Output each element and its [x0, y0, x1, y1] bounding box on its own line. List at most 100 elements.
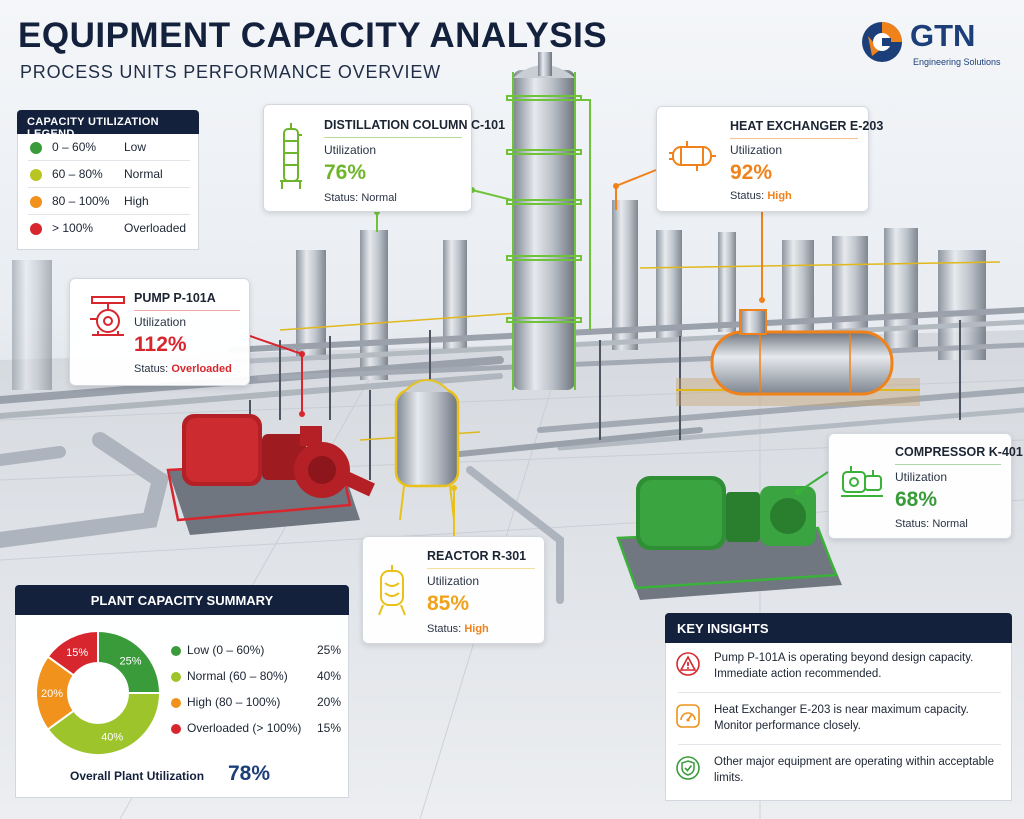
legend-level: Overloaded — [124, 221, 187, 235]
utilization-label: Utilization — [895, 470, 948, 484]
legend-item: 0 – 60% Low — [18, 134, 200, 161]
summary-value: 15% — [316, 721, 341, 735]
equipment-name: REACTOR R-301 — [427, 549, 527, 563]
legend-range: 80 – 100% — [52, 194, 110, 208]
insight-item: Other major equipment are operating with… — [666, 747, 1013, 797]
utilization-value: 76% — [324, 161, 367, 184]
summary-row: Low (0 – 60%) 25% — [171, 642, 341, 662]
summary-label: Low (0 – 60%) — [187, 643, 265, 657]
summary-row: Normal (60 – 80%) 40% — [171, 668, 341, 688]
status-value: High — [464, 623, 489, 635]
insight-item: Heat Exchanger E-203 is near maximum cap… — [666, 695, 1013, 745]
overall-utilization-value: 78% — [228, 762, 271, 785]
donut-slice-overloaded — [46, 629, 99, 677]
legend-item: 60 – 80% Normal — [18, 161, 200, 188]
legend-dot-normal — [30, 169, 42, 181]
status-label: Status: — [895, 518, 930, 530]
legend-range: 0 – 60% — [52, 140, 97, 154]
column-icon — [280, 123, 302, 189]
equipment-name: HEAT EXCHANGER E-203 — [730, 119, 884, 133]
card-distillation-column[interactable]: DISTILLATION COLUMN C-101 Utilization 76… — [263, 104, 505, 212]
card-heat-exchanger[interactable]: HEAT EXCHANGER E-203 Utilization 92% Sta… — [656, 106, 883, 212]
rack-supports — [249, 320, 961, 480]
donut-label-overloaded: 15% — [66, 647, 88, 659]
utilization-label: Utilization — [730, 143, 783, 157]
status-label: Status: — [134, 363, 169, 375]
distillation-column-c101 — [506, 52, 591, 390]
status-value: Normal — [932, 518, 968, 530]
insights-title: KEY INSIGHTS — [665, 613, 1012, 643]
legend-dot-overloaded — [30, 223, 42, 235]
legend-item: 80 – 100% High — [18, 188, 200, 215]
brand-logo: GTN Engineering Solutions — [860, 18, 1010, 70]
utilization-value: 85% — [427, 592, 470, 615]
reactor-r301 — [394, 379, 460, 521]
status-text: Status: High — [730, 190, 792, 202]
heat-exchanger-e203 — [676, 309, 920, 406]
summary-label: Overloaded (> 100%) — [187, 721, 302, 735]
summary-value: 20% — [316, 695, 341, 709]
legend-level: Normal — [124, 167, 163, 181]
card-reactor[interactable]: REACTOR R-301 Utilization 85% Status: Hi… — [362, 536, 545, 644]
capacity-donut-chart: 25% 40% 20% 15% — [35, 629, 162, 756]
key-insights: KEY INSIGHTS Pump P-101A is operating be… — [665, 613, 1012, 801]
insight-text: Pump P-101A is operating beyond design c… — [714, 652, 974, 680]
logo-tagline: Engineering Solutions — [913, 57, 1001, 67]
gauge-icon — [676, 704, 700, 728]
summary-title: PLANT CAPACITY SUMMARY — [15, 585, 349, 615]
donut-label-low: 25% — [120, 655, 142, 667]
equipment-name: DISTILLATION COLUMN C-101 — [324, 118, 506, 132]
status-text: Status: Normal — [895, 518, 968, 530]
summary-value: 40% — [316, 669, 341, 683]
logo-text: GTN — [910, 18, 976, 53]
summary-row: Overloaded (> 100%) 15% — [171, 720, 341, 740]
card-pump[interactable]: PUMP P-101A Utilization 112% Status: Ove… — [69, 278, 250, 386]
status-label: Status: — [427, 623, 462, 635]
legend-level: Low — [124, 140, 147, 154]
status-value: High — [767, 190, 792, 202]
summary-dot-high — [171, 698, 181, 708]
summary-dot-overloaded — [171, 724, 181, 734]
utilization-label: Utilization — [324, 143, 377, 157]
summary-value: 25% — [316, 643, 341, 657]
check-shield-icon — [676, 756, 700, 780]
page-subtitle: PROCESS UNITS PERFORMANCE OVERVIEW — [20, 62, 441, 82]
summary-dot-low — [171, 646, 181, 656]
summary-label: High (80 – 100%) — [187, 695, 281, 709]
heat-exchanger-icon — [669, 141, 716, 171]
utilization-value: 68% — [895, 488, 938, 511]
legend-body: 0 – 60% Low 60 – 80% Normal 80 – 100% Hi… — [17, 134, 199, 250]
insights-body: Pump P-101A is operating beyond design c… — [665, 643, 1012, 801]
summary-dot-normal — [171, 672, 181, 682]
utilization-label: Utilization — [134, 315, 187, 329]
insight-text: Other major equipment are operating with… — [714, 756, 994, 784]
legend-dot-low — [30, 142, 42, 154]
legend-range: > 100% — [52, 221, 94, 235]
summary-body: 25% 40% 20% 15% Low (0 – 60%) 25% Normal (6… — [15, 615, 349, 798]
status-label: Status: — [324, 192, 359, 204]
summary-label: Normal (60 – 80%) — [187, 669, 288, 683]
status-text: Status: Normal — [324, 192, 397, 204]
legend-item: > 100% Overloaded — [18, 215, 200, 242]
gtn-globe-logo-icon — [862, 22, 902, 62]
donut-label-normal: 40% — [101, 732, 123, 744]
pump-p101a — [166, 414, 375, 535]
status-text: Status: High — [427, 623, 489, 635]
utilization-label: Utilization — [427, 574, 480, 588]
donut-label-high: 20% — [41, 688, 63, 700]
legend-level: High — [124, 194, 149, 208]
insight-text: Heat Exchanger E-203 is near maximum cap… — [714, 704, 969, 732]
legend-title: CAPACITY UTILIZATION LEGEND — [17, 110, 199, 140]
pump-icon — [90, 296, 125, 336]
donut-slice-normal — [46, 692, 162, 756]
capacity-legend: CAPACITY UTILIZATION LEGEND 0 – 60% Low … — [17, 110, 199, 250]
status-value: Normal — [361, 192, 397, 204]
equipment-name: COMPRESSOR K-401 — [895, 445, 1023, 459]
compressor-k401 — [616, 476, 842, 600]
insight-item: Pump P-101A is operating beyond design c… — [666, 643, 1013, 693]
warning-icon — [676, 652, 700, 676]
utilization-value: 92% — [730, 161, 773, 184]
summary-row: High (80 – 100%) 20% — [171, 694, 341, 714]
status-label: Status: — [730, 190, 765, 202]
card-compressor[interactable]: COMPRESSOR K-401 Utilization 68% Status:… — [828, 433, 1023, 539]
